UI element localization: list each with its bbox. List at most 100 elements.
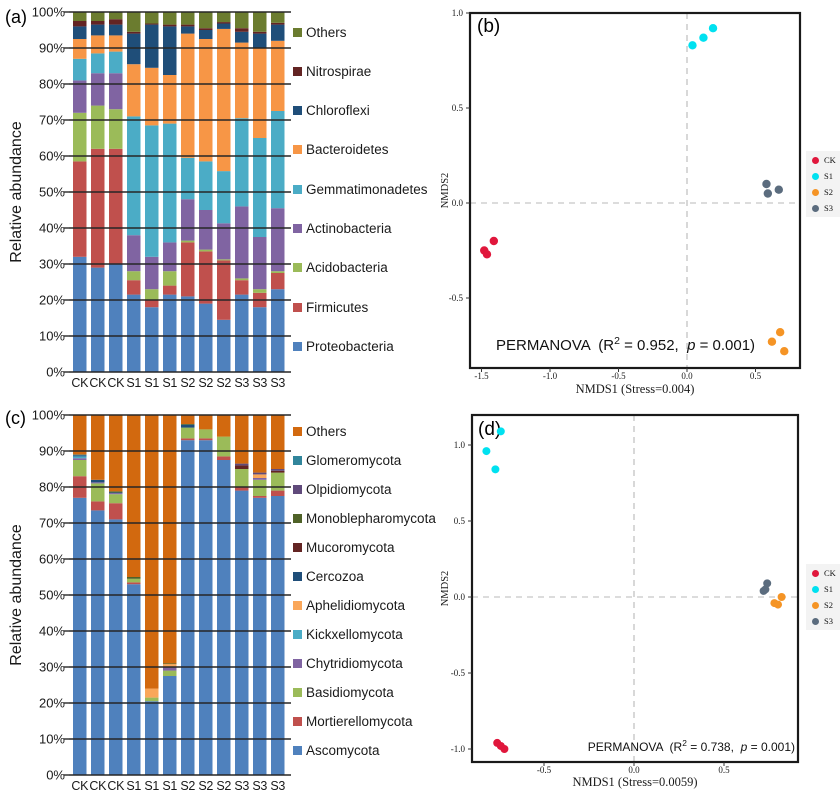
legend-item-Mortierellomycota: Mortierellomycota [293,713,413,729]
legend-swatch [293,263,302,273]
panel-b-legend: CK S1 S2 S3 [806,151,840,217]
legend-item-Basidiomycota: Basidiomycota [293,684,394,700]
bar-segment-Others [235,12,249,29]
x-category-label: S2 [216,376,231,390]
permanova-text: PERMANOVA (R [496,337,615,354]
bar-segment-Firmicutes [109,148,123,264]
bar-segment-Others [127,12,141,32]
legend-swatch [293,106,302,116]
bar-segment-Mortierellomycota [181,438,195,441]
bar-segment-Acidobacteria [217,259,231,261]
bar-segment-Chloroflexi [271,24,285,41]
legend-label: Firmicutes [306,299,369,315]
bar-segment-Others [271,12,285,23]
legend-swatch [293,145,302,155]
bar-segment-Mortierellomycota [127,582,141,585]
legend-swatch [293,224,302,233]
scatter-point-S3 [763,579,772,588]
bar-segment-Gemmatimonadetes [145,125,159,257]
bar-segment-Gemmatimonadetes [253,138,267,237]
bar-segment-Gemmatimonadetes [181,157,195,200]
permanova-p-value: = 0.001) [747,740,795,754]
y-axis-tick-label: 90% [39,41,65,56]
bar-segment-Monoblepharomycota [181,424,195,425]
bar-segment-Actinobacteria [253,237,267,290]
bar-segment-Firmicutes [271,273,285,290]
legend-label: S2 [824,187,833,197]
bar-segment-Aphelidiomycota [163,664,177,667]
bar-segment-Others [91,12,105,21]
y-axis-tick-label: 50% [39,588,65,603]
legend-item-Mucoromycota: Mucoromycota [293,539,395,555]
bar-segment-Ascomycota [181,440,195,775]
legend-label: Ascomycota [306,742,380,758]
bar-segment-Firmicutes [127,280,141,295]
y-axis-title: NMDS2 [440,173,451,209]
x-category-label: CK [89,779,107,793]
legend-label: Kickxellomycota [306,626,403,642]
x-axis-tick-label: -0.5 [537,765,552,775]
bar-segment-Ascomycota [163,676,177,775]
legend-item-Actinobacteria: Actinobacteria [293,221,392,237]
bar-segment-Olpidiomycota [271,469,285,471]
bar-segment-Basidiomycota [163,670,177,676]
legend-label: Glomeromycota [306,452,402,468]
bar-segment-Others [127,415,141,577]
bar-segment-Aphelidiomycota [253,474,267,478]
bar-segment-Others [181,415,195,424]
y-axis-tick-label: 0.0 [452,198,464,208]
legend-label: Monoblepharomycota [306,510,436,526]
legend-item-CK: CK [812,568,836,578]
y-axis-tick-label: 100% [32,5,66,20]
legend-swatch [293,658,302,668]
legend-swatch [293,341,302,351]
bar-segment-Aphelidiomycota [145,688,159,698]
x-category-label: CK [107,779,125,793]
legend-item-Firmicutes: Firmicutes [293,299,368,315]
plot-border [468,11,802,370]
x-category-label: CK [71,779,89,793]
bar-segment-Gemmatimonadetes [91,53,105,74]
bar-segment-Ascomycota [235,490,249,775]
x-category-label: S3 [234,376,249,390]
legend-item-Others: Others [293,423,347,439]
bar-segment-Acidobacteria [253,289,267,293]
legend-swatch [293,513,302,523]
permanova-r2-sup: 2 [682,738,687,748]
bar-segment-Nitrospirae [145,23,159,25]
legend-swatch [293,27,302,37]
bar-segment-Mucoromycota [271,470,285,473]
scatter-point-S3 [774,185,783,194]
bar-segment-Others [199,12,213,29]
bar-segment-Chloroflexi [253,33,267,48]
legend-item-Glomeromycota: Glomeromycota [293,452,401,468]
bar-segment-Mortierellomycota [271,490,285,496]
scatter-point-S3 [762,179,771,189]
bar-segment-Proteobacteria [253,307,267,372]
bar-segment-Firmicutes [181,242,195,297]
bar-segment-Actinobacteria [73,80,87,113]
bar-segment-Proteobacteria [181,296,195,372]
bar-segment-Chytridiomycota [91,482,105,484]
bar-segment-Gemmatimonadetes [271,111,285,209]
nmds-plot-fungi: -0.5 0.0 0.5 -1.0 -0.5 0.0 0.5 1.0 NMDS1 (Stress… [440,413,800,789]
legend-swatch [293,302,302,312]
bar-segment-Chloroflexi [163,26,177,75]
bar-segment-Acidobacteria [271,271,285,273]
bar-segment-Mortierellomycota [91,501,105,511]
bar-segment-Chloroflexi [181,26,195,34]
legend-item-Acidobacteria: Acidobacteria [293,260,388,276]
scatter-point-S2 [774,600,782,609]
bar-segment-Mortierellomycota [199,438,213,441]
permanova-p-symbol: p [687,337,696,354]
legend-item-S1: S1 [812,584,836,594]
x-category-label: S1 [162,779,177,793]
y-axis-tick-label: 60% [39,552,65,567]
legend-dot [812,156,819,164]
legend-swatch [293,184,302,194]
legend-label: Proteobacteria [306,338,394,354]
plot-border [470,413,800,764]
legend-swatch [293,455,302,465]
bar-segment-Bacteroidetes [253,48,267,138]
